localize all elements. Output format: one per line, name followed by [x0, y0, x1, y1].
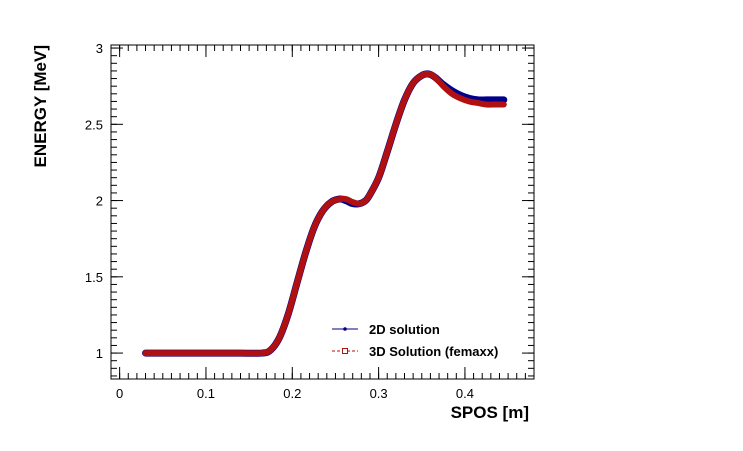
y-axis-title: ENERGY [MeV]	[31, 45, 50, 168]
x-tick-label: 0.2	[283, 386, 301, 401]
x-axis-title: SPOS [m]	[451, 403, 529, 422]
x-tick-label: 0.3	[370, 386, 388, 401]
legend-label-3d: 3D Solution (femaxx)	[369, 344, 498, 359]
y-tick-label: 1	[96, 346, 103, 361]
x-tick-labels: 0 0.1 0.2 0.3 0.4	[116, 386, 474, 401]
x-tick-label: 0.1	[197, 386, 215, 401]
series-line-2d	[142, 70, 508, 357]
x-tick-label: 0.4	[456, 386, 474, 401]
legend-label-2d: 2D solution	[369, 322, 440, 337]
series-line-3d	[142, 70, 507, 357]
y-tick-labels: 1 1.5 2 2.5 3	[85, 41, 103, 361]
y-tick-label: 1.5	[85, 270, 103, 285]
plot-frame	[110, 44, 535, 380]
y-tick-label: 2.5	[85, 117, 103, 132]
y-tick-label: 3	[96, 41, 103, 56]
major-ticks	[111, 45, 534, 379]
series-layer	[142, 70, 508, 357]
legend: 2D solution 3D Solution (femaxx)	[332, 322, 498, 359]
y-tick-label: 2	[96, 194, 103, 209]
x-tick-label: 0	[116, 386, 123, 401]
legend-marker-2d	[343, 327, 347, 331]
legend-marker-3d	[342, 348, 348, 354]
